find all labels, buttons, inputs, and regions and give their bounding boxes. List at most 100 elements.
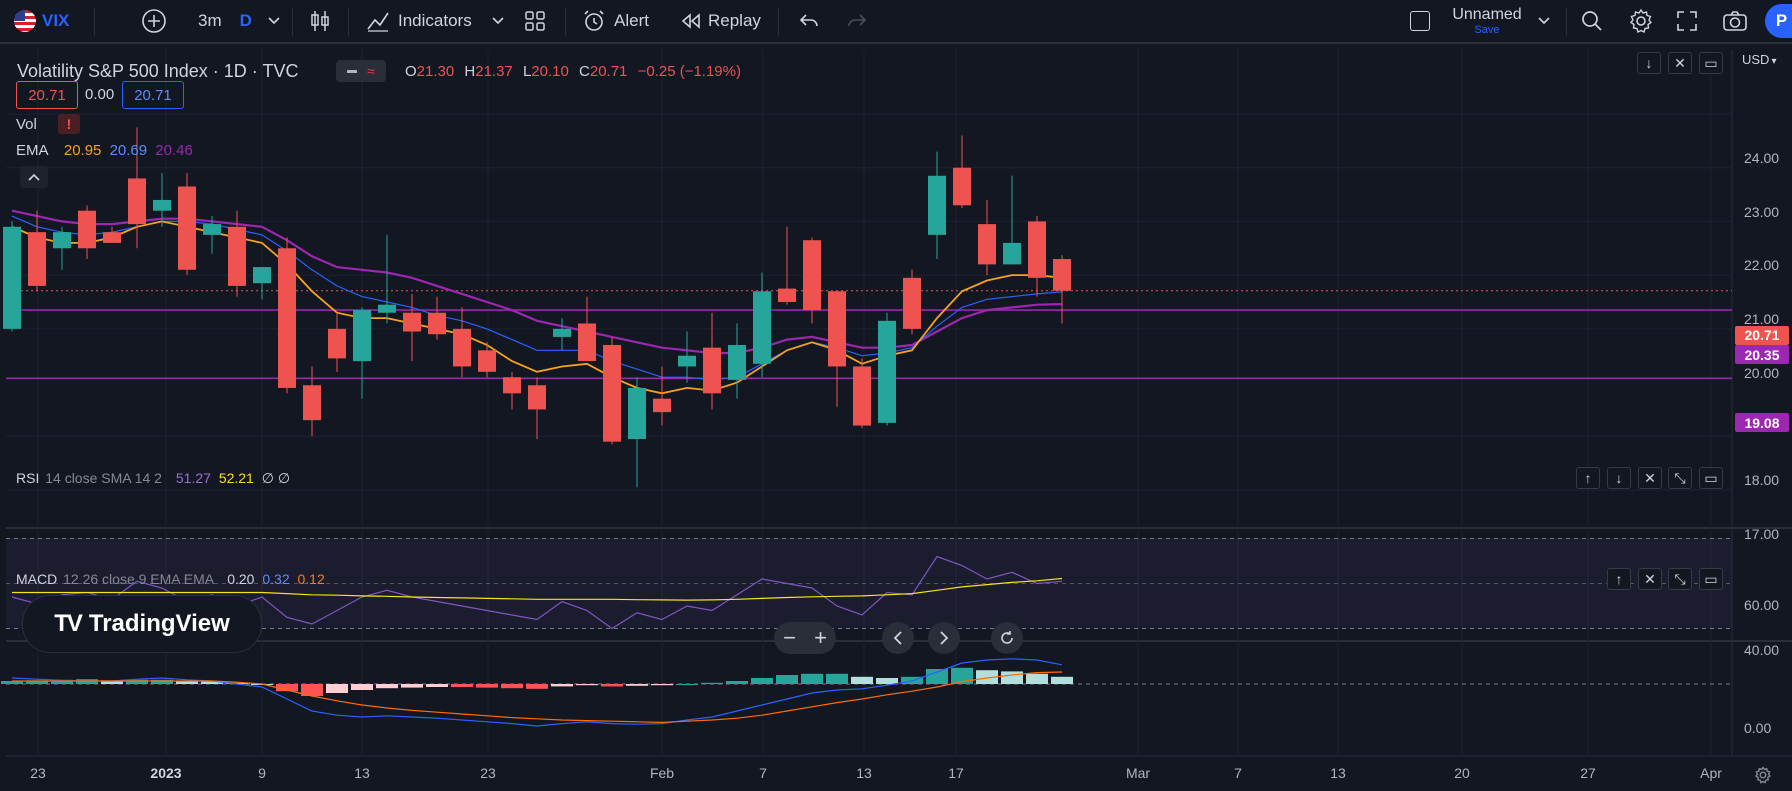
candle-body bbox=[553, 328, 571, 337]
layouts-button[interactable] bbox=[524, 0, 546, 42]
indicators-button[interactable]: Indicators bbox=[366, 0, 504, 42]
warning-icon[interactable]: ! bbox=[58, 114, 80, 134]
search-button[interactable] bbox=[1580, 0, 1604, 42]
compare-add-button[interactable] bbox=[141, 0, 167, 42]
candle-body bbox=[528, 385, 546, 410]
divider bbox=[94, 8, 95, 36]
chart-canvas[interactable] bbox=[0, 44, 1792, 791]
scroll-left-button[interactable] bbox=[882, 622, 914, 654]
fullscreen-icon bbox=[1677, 11, 1697, 31]
zoom-in-button[interactable]: + bbox=[814, 625, 827, 650]
macd-maximize-button[interactable]: ▭ bbox=[1699, 568, 1723, 590]
fullscreen-button[interactable] bbox=[1676, 0, 1698, 42]
macd-collapse-button[interactable]: ⤡ bbox=[1668, 568, 1692, 590]
time-axis-label: 27 bbox=[1580, 765, 1596, 781]
move-pane-down-button[interactable]: ↓ bbox=[1637, 52, 1661, 74]
snapshot-button[interactable] bbox=[1722, 0, 1748, 42]
price-axis-label: 24.00 bbox=[1744, 150, 1780, 166]
collapse-pane-button[interactable]: ✕ bbox=[1668, 52, 1692, 74]
chevron-right-icon bbox=[940, 631, 949, 645]
tradingview-logo-text: TradingView bbox=[88, 610, 230, 637]
currency-selector[interactable]: USD ▾ bbox=[1742, 52, 1776, 67]
collapse-icon: ⤡ bbox=[1674, 570, 1686, 587]
rsi-remove-button[interactable]: ✕ bbox=[1638, 467, 1662, 489]
macd-histogram-bar bbox=[101, 680, 123, 684]
undo-button[interactable] bbox=[798, 0, 820, 42]
candle-body bbox=[828, 291, 846, 367]
hline-price-tag[interactable]: 19.08 bbox=[1735, 413, 1789, 433]
legend-toggle[interactable]: ≈ bbox=[336, 60, 386, 82]
symbol-search-button[interactable]: VIX bbox=[14, 0, 69, 42]
ema-legend[interactable]: EMA 20.95 20.69 20.46 bbox=[16, 142, 193, 159]
macd-histogram-bar bbox=[1001, 671, 1023, 684]
macd-legend[interactable]: MACD 12 26 close 9 EMA EMA 0.20 0.32 0.1… bbox=[16, 571, 325, 587]
sell-price-button[interactable]: 20.71 bbox=[16, 81, 78, 109]
macd-move-up-button[interactable]: ↑ bbox=[1607, 568, 1631, 590]
close-value: 20.71 bbox=[589, 63, 628, 80]
low-value: 20.10 bbox=[531, 63, 569, 80]
macd-histogram-bar bbox=[626, 684, 648, 686]
redo-button[interactable] bbox=[846, 0, 868, 42]
candle-body bbox=[3, 226, 21, 329]
macd-histogram-bar bbox=[826, 673, 848, 684]
macd-histogram-bar bbox=[126, 679, 148, 684]
time-axis-label: 23 bbox=[30, 765, 46, 781]
axis-settings-button[interactable] bbox=[1754, 766, 1772, 787]
candle-body bbox=[28, 232, 46, 286]
candle-body bbox=[153, 199, 171, 211]
chart-type-button[interactable] bbox=[309, 0, 331, 42]
hline-price-tag[interactable]: 20.35 bbox=[1735, 345, 1789, 365]
rsi-legend[interactable]: RSI 14 close SMA 14 2 51.27 52.21 ∅ ∅ bbox=[16, 470, 290, 487]
macd-histogram-bar bbox=[651, 684, 673, 686]
replay-button[interactable]: Replay bbox=[680, 0, 761, 42]
scroll-right-button[interactable] bbox=[928, 622, 960, 654]
low-label: L bbox=[522, 63, 532, 80]
macd-histogram-bar bbox=[201, 681, 223, 684]
macd-histogram-bar bbox=[526, 684, 548, 689]
macd-histogram-bar bbox=[926, 669, 948, 684]
rsi-move-up-button[interactable]: ↑ bbox=[1576, 467, 1600, 489]
multi-layout-toggle[interactable] bbox=[1410, 0, 1430, 42]
zoom-out-button[interactable]: − bbox=[783, 625, 796, 650]
rsi-collapse-button[interactable]: ⤡ bbox=[1668, 467, 1692, 489]
time-axis-label: Apr bbox=[1700, 765, 1722, 781]
interval-button[interactable]: 3m D bbox=[198, 0, 280, 42]
buy-price-button[interactable]: 20.71 bbox=[122, 81, 184, 109]
collapse-icon bbox=[347, 69, 358, 73]
rsi-sma-value: 52.21 bbox=[218, 470, 254, 486]
reset-chart-button[interactable] bbox=[991, 622, 1023, 654]
macd-remove-button[interactable]: ✕ bbox=[1638, 568, 1662, 590]
divider bbox=[348, 8, 349, 36]
symbol-label: VIX bbox=[42, 11, 70, 30]
settings-button[interactable] bbox=[1628, 0, 1654, 42]
candle-body bbox=[203, 224, 221, 235]
search-icon bbox=[1582, 11, 1602, 31]
time-axis-label: 13 bbox=[354, 765, 370, 781]
macd-histogram-bar bbox=[976, 670, 998, 684]
macd-histogram-bar bbox=[601, 684, 623, 687]
macd-params: 12 26 close 9 EMA EMA bbox=[63, 571, 214, 587]
macd-line-value: 0.32 bbox=[262, 571, 290, 587]
time-axis-label: 7 bbox=[1234, 765, 1242, 781]
publish-button[interactable]: P bbox=[1765, 0, 1792, 42]
macd-histogram-bar bbox=[151, 679, 173, 684]
gear-icon bbox=[1755, 766, 1771, 784]
arrow-down-icon: ↓ bbox=[1615, 470, 1623, 486]
rsi-maximize-button[interactable]: ▭ bbox=[1699, 467, 1723, 489]
rsi-move-down-button[interactable]: ↓ bbox=[1607, 467, 1631, 489]
layout-menu-button[interactable] bbox=[1538, 0, 1550, 42]
volume-label[interactable]: Vol bbox=[16, 116, 37, 133]
candle-body bbox=[228, 226, 246, 286]
last-price-tag[interactable]: 20.71 bbox=[1735, 325, 1789, 345]
ema-fast-value: 20.95 bbox=[63, 142, 102, 159]
collapse-legend-button[interactable] bbox=[20, 166, 48, 188]
maximize-pane-button[interactable]: ▭ bbox=[1699, 52, 1723, 74]
macd-histogram-bar bbox=[876, 678, 898, 684]
chart-container[interactable]: Volatility S&P 500 Index · 1D · TVC ≈ O2… bbox=[0, 44, 1792, 791]
symbol-title[interactable]: Volatility S&P 500 Index · 1D · TVC bbox=[17, 61, 299, 81]
alert-button[interactable]: Alert bbox=[582, 0, 649, 42]
layout-name-button[interactable]: Unnamed Save bbox=[1452, 0, 1522, 42]
candle-body bbox=[753, 291, 771, 364]
macd-histogram-bar bbox=[1026, 673, 1048, 684]
tradingview-logo[interactable]: TV TradingView bbox=[22, 595, 262, 653]
